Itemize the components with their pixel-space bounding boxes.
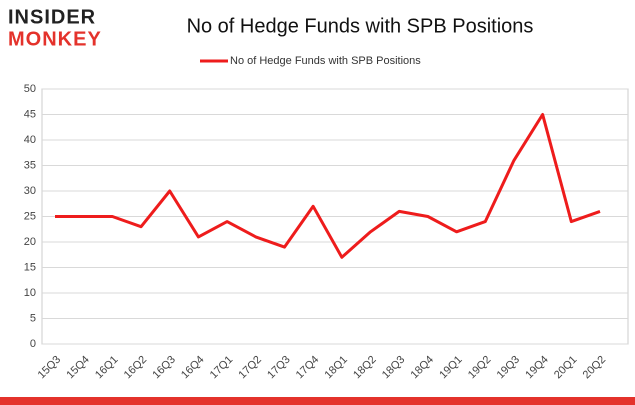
x-tick-label: 19Q2	[466, 354, 494, 382]
x-tick-label: 17Q4	[294, 354, 322, 382]
y-tick-label: 50	[24, 83, 36, 95]
x-tick-label: 16Q1	[93, 354, 121, 382]
x-tick-label: 19Q1	[437, 354, 465, 382]
series-line	[55, 113, 601, 259]
x-tick-label: 16Q2	[122, 354, 150, 382]
chart-title: No of Hedge Funds with SPB Positions	[187, 15, 534, 37]
x-tick-label: 17Q2	[236, 354, 264, 382]
y-tick-label: 5	[30, 312, 36, 324]
x-tick-label: 17Q3	[265, 354, 293, 382]
x-tick-label: 18Q1	[322, 354, 350, 382]
x-tick-label: 18Q2	[351, 354, 379, 382]
y-tick-label: 10	[24, 287, 36, 299]
y-tick-label: 40	[24, 134, 36, 146]
x-tick-label: 20Q1	[552, 354, 580, 382]
bottom-bar	[0, 397, 635, 405]
x-tick-label: 18Q4	[409, 354, 437, 382]
logo-bottom: MONKEY	[8, 28, 102, 50]
y-tick-label: 45	[24, 108, 36, 120]
y-tick-label: 15	[24, 261, 36, 273]
x-tick-label: 16Q3	[150, 354, 178, 382]
logo-top: INSIDER	[8, 6, 96, 28]
x-tick-label: 18Q3	[380, 354, 408, 382]
y-tick-label: 30	[24, 185, 36, 197]
y-tick-label: 20	[24, 236, 36, 248]
x-tick-label: 17Q1	[208, 354, 236, 382]
x-tick-label: 19Q3	[495, 354, 523, 382]
x-tick-label: 15Q3	[36, 354, 64, 382]
x-tick-label: 15Q4	[64, 354, 92, 382]
x-tick-label: 16Q4	[179, 354, 207, 382]
x-tick-label: 20Q2	[581, 354, 609, 382]
legend-label: No of Hedge Funds with SPB Positions	[230, 55, 421, 67]
y-tick-label: 25	[24, 210, 36, 222]
x-tick-label: 19Q4	[523, 354, 551, 382]
y-tick-label: 0	[30, 338, 36, 350]
y-tick-label: 35	[24, 159, 36, 171]
